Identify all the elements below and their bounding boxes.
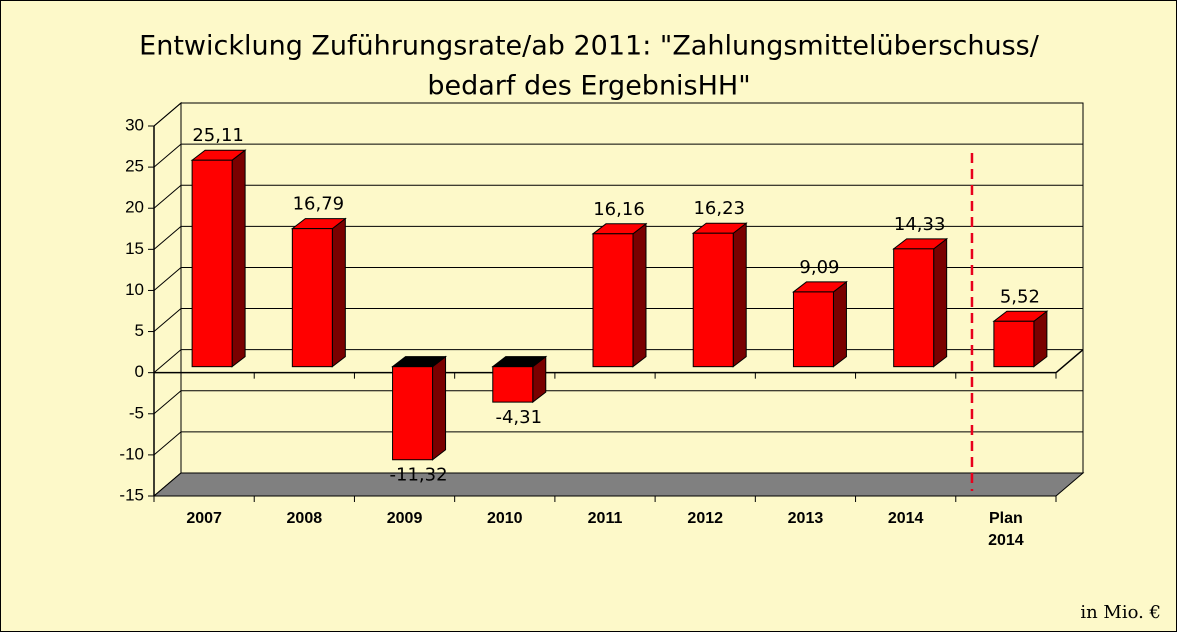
bar: [792, 291, 834, 368]
y-tick-label: 20: [125, 198, 144, 217]
y-tick-label: 15: [125, 239, 144, 258]
x-tick-label: 2013: [787, 510, 824, 527]
floor: [152, 472, 1085, 497]
y-tick-label: 30: [125, 115, 144, 134]
value-label: 9,09: [799, 257, 839, 278]
bar-side: [331, 217, 346, 368]
value-label: 16,79: [293, 194, 345, 215]
value-label: 16,16: [593, 199, 645, 220]
grid-line-side: [153, 390, 182, 415]
y-tick-label: 10: [125, 280, 144, 299]
grid-line-side: [153, 184, 182, 209]
bar-side: [231, 149, 246, 368]
bar-side: [933, 237, 948, 368]
y-tick-label: 25: [125, 157, 144, 176]
bar: [392, 366, 434, 461]
bar-side: [632, 222, 647, 368]
grid-line-side: [153, 267, 182, 291]
bar: [492, 366, 534, 403]
grid-line-side: [153, 431, 182, 456]
value-label: -11,32: [390, 465, 448, 486]
bar: [191, 159, 233, 368]
grid-line-side: [153, 349, 182, 374]
bar-side: [432, 355, 447, 461]
y-tick-label: 0: [135, 362, 144, 381]
x-tick-label: 2011: [587, 510, 623, 527]
side-wall: [153, 101, 182, 498]
grid-line-side: [153, 143, 182, 168]
x-tick-label: Plan 2014: [988, 510, 1024, 549]
y-tick-label: -15: [119, 485, 144, 504]
x-tick-label: 2014: [887, 510, 924, 527]
x-tick-label: 2007: [186, 510, 222, 527]
x-tick-label: 2009: [386, 510, 423, 527]
annotation: in Mio. €: [1080, 602, 1161, 623]
bar-side: [732, 222, 747, 368]
bar: [592, 233, 634, 368]
bar: [893, 248, 935, 368]
chart-title: Entwicklung Zuführungsrate/ab 2011: "Zah…: [139, 31, 1040, 62]
grid-line-side: [153, 102, 182, 127]
y-tick-label: -5: [129, 403, 144, 422]
bar: [993, 320, 1035, 368]
value-label: 14,33: [894, 214, 946, 235]
y-tick-label: 5: [135, 321, 144, 340]
bar-side: [832, 280, 847, 368]
x-tick-label: 2008: [286, 510, 323, 527]
y-tick-label: -10: [119, 444, 144, 463]
value-label: 16,23: [693, 198, 745, 219]
zero-line-depth: [1055, 349, 1084, 374]
grid-line-side: [153, 308, 182, 332]
chart-subtitle: bedarf des ErgebnisHH": [427, 71, 750, 102]
x-tick-label: 2010: [486, 510, 523, 527]
value-label: -4,31: [495, 407, 542, 428]
bar: [291, 228, 333, 368]
value-label: 25,11: [192, 125, 244, 146]
bar: [692, 232, 734, 368]
value-label: 5,52: [1000, 286, 1040, 307]
grid-line-side: [153, 225, 182, 250]
x-tick-label: 2012: [687, 510, 724, 527]
